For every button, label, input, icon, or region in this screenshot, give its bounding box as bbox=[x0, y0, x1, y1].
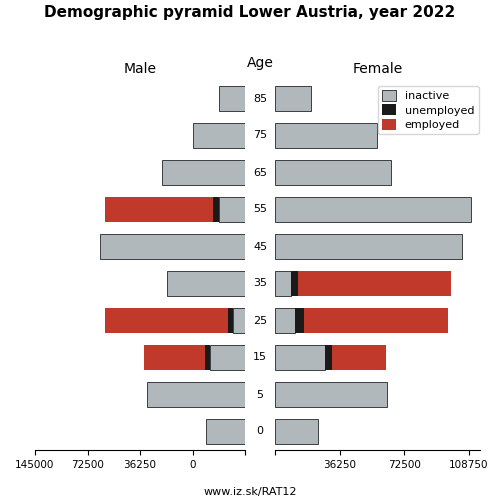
Bar bbox=[275, 122, 376, 148]
Text: Demographic pyramid Lower Austria, year 2022: Demographic pyramid Lower Austria, year … bbox=[44, 5, 456, 20]
Text: 45: 45 bbox=[253, 242, 267, 252]
Text: 25: 25 bbox=[253, 316, 267, 326]
Bar bbox=[213, 196, 219, 222]
Bar bbox=[304, 308, 448, 334]
Bar bbox=[275, 418, 318, 444]
Text: 15: 15 bbox=[253, 352, 267, 362]
Text: 5: 5 bbox=[256, 390, 264, 400]
Bar bbox=[193, 122, 245, 148]
Bar bbox=[291, 270, 298, 296]
Text: Age: Age bbox=[246, 56, 274, 70]
Text: 0: 0 bbox=[256, 426, 264, 436]
Bar bbox=[104, 196, 213, 222]
Title: Male: Male bbox=[124, 62, 156, 76]
Text: 35: 35 bbox=[253, 278, 267, 288]
Bar bbox=[294, 308, 304, 334]
Bar bbox=[275, 160, 391, 186]
Bar bbox=[275, 196, 471, 222]
Bar bbox=[275, 270, 291, 296]
Bar bbox=[275, 344, 325, 370]
Bar bbox=[167, 270, 245, 296]
Bar bbox=[205, 344, 210, 370]
Bar bbox=[234, 308, 245, 334]
Bar bbox=[219, 86, 245, 112]
Text: 65: 65 bbox=[253, 168, 267, 177]
Bar bbox=[206, 418, 245, 444]
Bar bbox=[228, 308, 234, 334]
Bar bbox=[332, 344, 386, 370]
Bar bbox=[144, 344, 205, 370]
Bar bbox=[275, 234, 462, 260]
Bar bbox=[298, 270, 452, 296]
Bar bbox=[219, 196, 245, 222]
Bar bbox=[104, 308, 228, 334]
Title: Female: Female bbox=[352, 62, 403, 76]
Text: 55: 55 bbox=[253, 204, 267, 214]
Bar bbox=[210, 344, 245, 370]
Bar bbox=[275, 86, 310, 112]
Bar bbox=[146, 382, 245, 407]
Text: 85: 85 bbox=[253, 94, 267, 104]
Bar bbox=[100, 234, 245, 260]
Text: 75: 75 bbox=[253, 130, 267, 140]
Text: www.iz.sk/RAT12: www.iz.sk/RAT12 bbox=[203, 487, 297, 497]
Bar bbox=[275, 382, 388, 407]
Bar bbox=[162, 160, 245, 186]
Bar bbox=[275, 308, 294, 334]
Bar bbox=[325, 344, 332, 370]
Legend: inactive, unemployed, employed: inactive, unemployed, employed bbox=[378, 86, 478, 134]
